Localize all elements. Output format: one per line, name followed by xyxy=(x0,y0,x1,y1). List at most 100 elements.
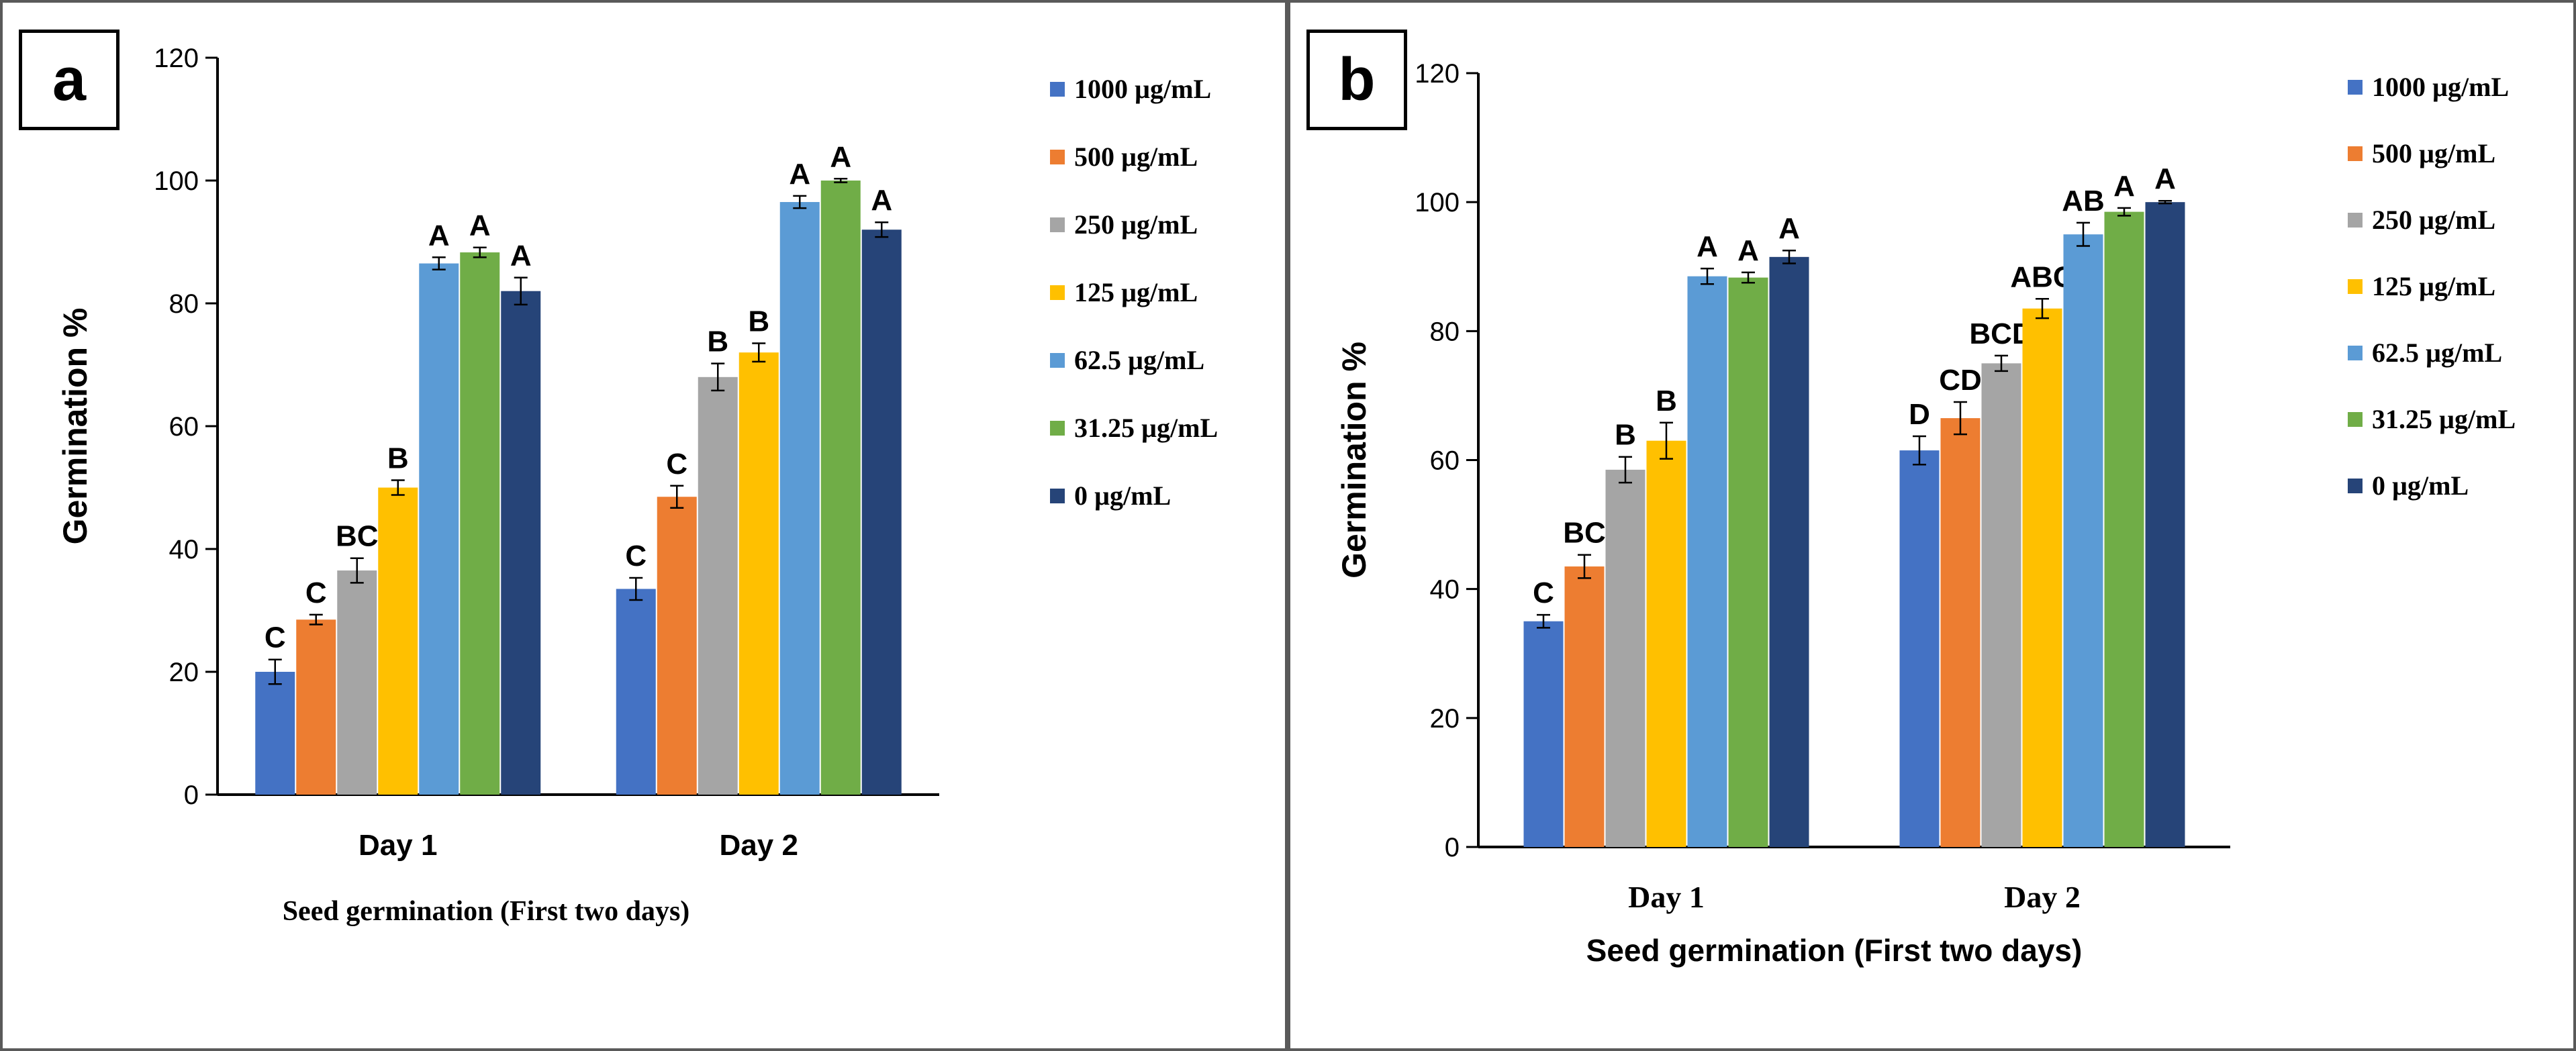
bar-b-1-1 xyxy=(1940,418,1981,847)
legend-swatch-a-3 xyxy=(1050,285,1065,300)
bar-b-1-2 xyxy=(1981,363,2021,847)
chart-panel-a: a 0 20 40 60 80 100 120 Germination % C C BC B A A A Da… xyxy=(0,0,1288,1051)
bar-a-0-3 xyxy=(378,487,418,795)
x-axis-title-b: Seed germination (First two days) xyxy=(1586,933,2083,968)
legend-label-b-1: 500 µg/mL xyxy=(2372,138,2496,168)
x-category-label-b-1: Day 2 xyxy=(2004,880,2081,914)
significance-letter-a-1-4: A xyxy=(789,158,810,191)
legend-swatch-a-5 xyxy=(1050,420,1065,436)
bar-b-0-4 xyxy=(1687,276,1727,848)
significance-letter-b-1-1: CD xyxy=(1939,364,1982,397)
legend-label-a-5: 31.25 µg/mL xyxy=(1074,413,1219,443)
significance-letter-a-0-2: BC xyxy=(336,520,379,553)
y-tick-label-b-2: 40 xyxy=(1430,575,1460,605)
legend-label-b-0: 1000 µg/mL xyxy=(2372,72,2510,102)
y-tick-label-b-0: 0 xyxy=(1445,833,1460,862)
y-tick-label-a-6: 120 xyxy=(154,44,199,73)
panel-label-b: b xyxy=(1306,30,1407,130)
legend-item-a-0: 1000 µg/mL xyxy=(1050,55,1218,123)
legend-label-a-0: 1000 µg/mL xyxy=(1074,74,1212,104)
bar-b-0-3 xyxy=(1646,440,1686,847)
significance-letter-b-0-3: B xyxy=(1656,385,1677,417)
legend-label-a-1: 500 µg/mL xyxy=(1074,142,1198,172)
significance-letter-a-1-3: B xyxy=(748,305,769,338)
y-tick-label-b-3: 60 xyxy=(1430,446,1460,476)
bar-b-1-4 xyxy=(2063,234,2103,847)
significance-letter-a-1-0: C xyxy=(625,540,647,572)
legend-item-a-4: 62.5 µg/mL xyxy=(1050,326,1218,394)
y-axis-title-a: Germination % xyxy=(56,308,94,545)
significance-letter-a-0-1: C xyxy=(305,577,327,609)
chart-panel-b: b 0 20 40 60 80 100 120 Germination % C BC B B A A A Da… xyxy=(1288,0,2576,1051)
legend-swatch-b-5 xyxy=(2348,411,2363,427)
y-tick-label-a-5: 100 xyxy=(154,166,199,196)
legend-item-a-6: 0 µg/mL xyxy=(1050,462,1218,530)
legend-item-b-6: 0 µg/mL xyxy=(2348,452,2516,519)
bar-a-0-2 xyxy=(337,570,377,795)
bar-a-0-5 xyxy=(460,252,500,795)
bar-b-0-0 xyxy=(1523,621,1564,847)
significance-letter-b-0-2: B xyxy=(1615,419,1636,452)
legend-item-b-1: 500 µg/mL xyxy=(2348,120,2516,187)
bar-a-1-4 xyxy=(779,202,820,795)
legend-a: 1000 µg/mL 500 µg/mL 250 µg/mL 125 µg/mL 62.… xyxy=(1050,55,1218,530)
legend-swatch-a-0 xyxy=(1050,81,1065,97)
significance-letter-a-0-4: A xyxy=(428,219,450,252)
bar-a-0-4 xyxy=(419,263,459,795)
legend-label-a-2: 250 µg/mL xyxy=(1074,209,1198,240)
legend-item-a-3: 125 µg/mL xyxy=(1050,258,1218,326)
significance-letter-a-0-6: A xyxy=(510,240,532,272)
x-axis-title-a: Seed germination (First two days) xyxy=(282,896,690,927)
legend-label-b-5: 31.25 µg/mL xyxy=(2372,404,2516,434)
legend-swatch-a-1 xyxy=(1050,149,1065,164)
bar-a-0-6 xyxy=(501,291,541,795)
significance-letter-a-1-6: A xyxy=(871,184,892,217)
bar-b-0-2 xyxy=(1605,469,1645,847)
x-category-label-b-0: Day 1 xyxy=(1628,880,1705,914)
legend-swatch-b-6 xyxy=(2348,478,2363,493)
bar-b-1-0 xyxy=(1899,450,1940,847)
legend-item-b-0: 1000 µg/mL xyxy=(2348,54,2516,120)
significance-letter-a-1-1: C xyxy=(666,448,687,481)
significance-letter-b-0-0: C xyxy=(1533,577,1554,609)
bar-a-1-2 xyxy=(698,377,738,795)
panel-label-a: a xyxy=(19,30,120,130)
significance-letter-b-1-6: A xyxy=(2154,162,2176,195)
legend-label-a-3: 125 µg/mL xyxy=(1074,277,1198,307)
significance-letter-b-0-4: A xyxy=(1697,230,1718,263)
significance-letter-a-1-5: A xyxy=(830,140,851,173)
bar-a-1-5 xyxy=(820,181,861,795)
x-category-label-a-1: Day 2 xyxy=(720,829,798,862)
legend-item-a-1: 500 µg/mL xyxy=(1050,123,1218,191)
legend-label-a-4: 62.5 µg/mL xyxy=(1074,345,1205,375)
y-tick-label-a-3: 60 xyxy=(169,412,199,442)
legend-item-b-5: 31.25 µg/mL xyxy=(2348,386,2516,452)
significance-letter-b-0-6: A xyxy=(1778,212,1800,245)
legend-swatch-b-0 xyxy=(2348,79,2363,95)
legend-item-a-5: 31.25 µg/mL xyxy=(1050,394,1218,462)
y-tick-label-b-6: 120 xyxy=(1415,59,1460,89)
bar-a-1-1 xyxy=(657,497,697,795)
legend-label-b-4: 62.5 µg/mL xyxy=(2372,338,2503,368)
legend-label-b-6: 0 µg/mL xyxy=(2372,470,2469,501)
legend-label-b-3: 125 µg/mL xyxy=(2372,271,2496,301)
legend-label-a-6: 0 µg/mL xyxy=(1074,481,1172,511)
significance-letter-a-0-3: B xyxy=(387,442,409,475)
significance-letter-a-1-2: B xyxy=(707,326,728,358)
significance-letter-b-1-4: AB xyxy=(2062,185,2105,217)
bar-b-0-1 xyxy=(1564,566,1605,847)
legend-item-a-2: 250 µg/mL xyxy=(1050,191,1218,258)
bar-a-1-0 xyxy=(616,589,656,795)
significance-letter-a-0-0: C xyxy=(265,621,286,654)
legend-swatch-b-2 xyxy=(2348,212,2363,228)
y-axis-title-b: Germination % xyxy=(1335,342,1373,579)
x-category-label-a-0: Day 1 xyxy=(359,829,437,862)
bar-a-1-3 xyxy=(738,352,779,795)
legend-item-b-4: 62.5 µg/mL xyxy=(2348,319,2516,386)
bar-a-1-6 xyxy=(861,230,902,795)
legend-swatch-a-4 xyxy=(1050,352,1065,368)
y-tick-label-b-1: 20 xyxy=(1430,704,1460,734)
y-tick-label-a-2: 40 xyxy=(169,535,199,564)
